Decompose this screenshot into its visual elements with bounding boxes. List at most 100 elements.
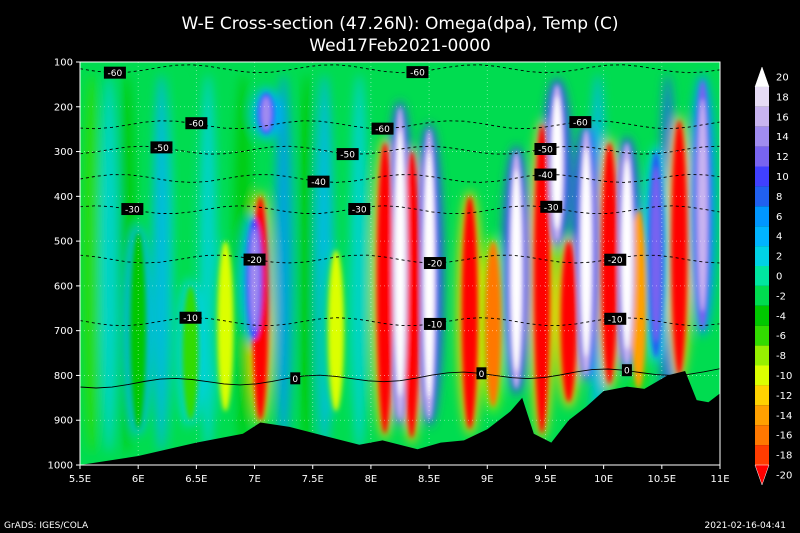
field-band (82, 73, 101, 454)
isotherm-label-bg (150, 141, 173, 154)
x-axis: 5.5E 6E 6.5E 7E 7.5E 8E 8.5E 9E 9.5E 10E 10.5E 11E (69, 465, 730, 485)
colorbar-swatch (755, 146, 769, 167)
colorbar-swatch (755, 405, 769, 426)
isotherm-label-bg (621, 364, 632, 377)
chart-subtitle: Wed17Feb2021-0000 (309, 36, 491, 56)
isotherm-label: -60 (410, 69, 425, 79)
colorbar-label: -12 (776, 391, 792, 402)
x-tick-label: 6E (132, 474, 145, 485)
isotherm-label: 0 (624, 367, 630, 377)
x-tick-label: 9E (481, 474, 494, 485)
descent-column (511, 169, 522, 372)
colorbar-label: 12 (776, 152, 789, 163)
isotherm-label: -50 (538, 145, 553, 155)
colorbar-label: 20 (776, 72, 789, 83)
terrain (80, 371, 720, 465)
x-tick-label: 7E (248, 474, 261, 485)
isotherm-label: -50 (340, 151, 355, 161)
colorbar-label: 8 (776, 192, 782, 203)
temperature-contours: -60 -60 -60 -60 -60 -50 -50 -50 -40 -40 -30 -30 -30 -… (80, 64, 720, 389)
y-axis: 100 200 300 400 500 600 700 800 900 1000 (48, 58, 80, 472)
ascent-column (560, 241, 577, 403)
colorbar-swatch (755, 86, 769, 107)
colorbar-swatch (755, 325, 769, 346)
x-tick-label: 10E (594, 474, 613, 485)
colorbar-label: 16 (776, 112, 789, 123)
x-tick-label: 9.5E (534, 474, 556, 485)
isotherm-0 (80, 368, 720, 389)
descent-column (651, 167, 661, 343)
ascent-column (461, 196, 478, 430)
isotherm-label-bg (179, 311, 202, 324)
colorbar-label: -16 (776, 431, 792, 442)
isotherm-label: -40 (311, 178, 326, 188)
colorbar-swatch (755, 206, 769, 227)
isotherm-label: -30 (125, 206, 140, 216)
isotherm-label: -10 (608, 315, 623, 325)
isotherm-label-bg (476, 367, 487, 380)
colorbar-label: -14 (776, 411, 792, 422)
ascent-column (671, 120, 688, 376)
field-band (199, 73, 217, 454)
isotherm-label-bg (540, 200, 563, 213)
isotherm-label: -20 (247, 256, 262, 266)
isotherm-label-bg (336, 148, 359, 161)
isotherm-label: -30 (544, 203, 559, 213)
colorbar-swatch (755, 166, 769, 187)
descent-column (697, 98, 708, 312)
colorbar-label: -4 (776, 311, 786, 322)
isotherm-label-bg (348, 203, 371, 216)
descent-column (395, 130, 405, 397)
isotherm-label-bg (121, 203, 144, 216)
field-band (100, 73, 119, 454)
isotherm-label: -20 (428, 260, 443, 270)
x-tick-label: 5.5E (69, 474, 91, 485)
isotherm-label: -60 (573, 119, 588, 129)
colorbar-swatch (755, 365, 769, 386)
isotherm-label: -10 (428, 320, 443, 330)
x-tick-label: 8.5E (418, 474, 440, 485)
descent-column (621, 159, 632, 350)
colorbar-bottom-arrow (754, 464, 770, 486)
colorbar-label: -18 (776, 451, 792, 462)
colorbar-swatch (755, 385, 769, 406)
y-tick-label: 100 (54, 58, 73, 69)
footer-left: GrADS: IGES/COLA (4, 521, 89, 531)
colorbar-swatch (755, 445, 769, 465)
omega-field (80, 62, 720, 465)
isotherm-label-bg (185, 117, 208, 130)
colorbar-label: 18 (776, 92, 789, 103)
y-tick-label: 600 (54, 281, 73, 292)
colorbar-label: -10 (776, 371, 792, 382)
colorbar-swatch (755, 345, 769, 366)
isotherm-label: 0 (479, 370, 485, 380)
y-tick-label: 300 (54, 147, 73, 158)
colorbar-label: 0 (776, 271, 782, 282)
isotherm-label-bg (423, 317, 446, 330)
x-tick-label: 6.5E (185, 474, 207, 485)
y-tick-label: 800 (54, 371, 73, 382)
plot-frame (79, 61, 721, 466)
isotherm-label: -60 (108, 69, 123, 79)
isotherm-label-bg (290, 372, 301, 385)
colorbar-swatch (755, 186, 769, 207)
x-tick-label: 8E (365, 474, 378, 485)
isotherm-label-bg (371, 122, 394, 135)
isotherm-label-bg (243, 253, 266, 266)
colorbar-swatch (755, 425, 769, 446)
y-tick-label: 200 (54, 102, 73, 113)
colorbar-label: -2 (776, 291, 786, 302)
descent-column (261, 96, 272, 131)
colorbar-swatch (755, 246, 769, 266)
descent-column (249, 227, 260, 331)
x-tick-label: 11E (710, 474, 729, 485)
isotherm-label: -60 (189, 120, 204, 130)
isotherm-label-bg (423, 257, 446, 270)
ascent-column (485, 241, 502, 407)
colorbar-label: -6 (776, 331, 786, 342)
colorbar-label: 14 (776, 132, 789, 143)
isotherm-label-bg (307, 175, 330, 188)
isotherm-label: -20 (608, 256, 623, 266)
field-band (274, 73, 293, 454)
